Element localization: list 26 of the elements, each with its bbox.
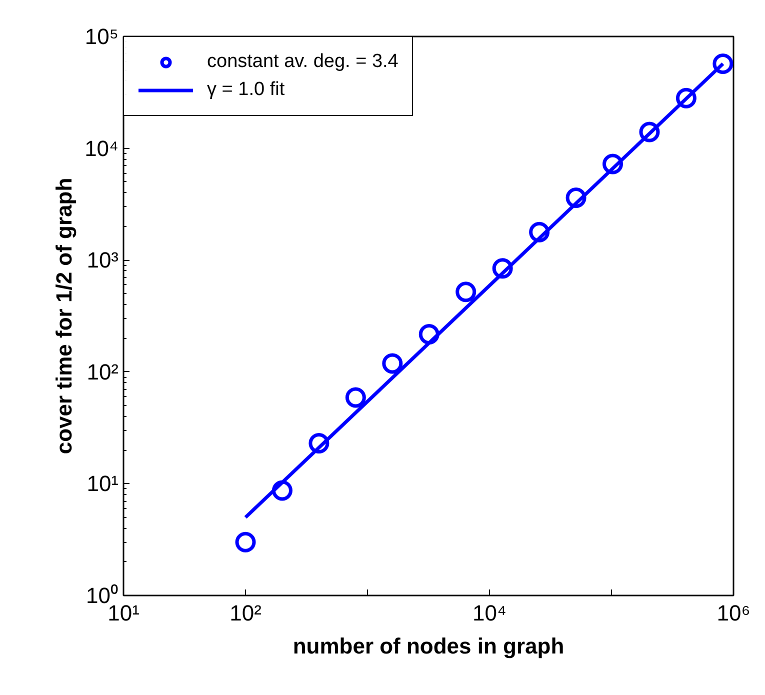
y-axis-title: cover time for 1/2 of graph bbox=[52, 178, 77, 454]
y-tick-label: 10³ bbox=[86, 248, 118, 273]
x-tick-label: 10⁴ bbox=[472, 600, 506, 626]
point bbox=[492, 258, 513, 279]
legend-label: constant av. deg. = 3.4 bbox=[207, 51, 398, 73]
x-axis-title: number of nodes in graph bbox=[292, 634, 564, 658]
point bbox=[566, 188, 586, 208]
point bbox=[418, 324, 440, 345]
x-tick-label: 10² bbox=[230, 600, 262, 626]
point bbox=[602, 154, 624, 174]
legend-label: γ = 1.0 fit bbox=[207, 79, 285, 101]
y-tick-label: 10⁴ bbox=[84, 136, 119, 161]
y-tick-label: 10⁵ bbox=[84, 24, 119, 49]
y-tick-label: 10¹ bbox=[86, 471, 118, 496]
point bbox=[676, 88, 696, 108]
point bbox=[235, 532, 256, 552]
point bbox=[456, 282, 476, 302]
point bbox=[639, 122, 660, 142]
point bbox=[382, 353, 403, 374]
x-tick-label: 10⁶ bbox=[716, 600, 750, 626]
point bbox=[345, 387, 366, 408]
point bbox=[272, 480, 292, 501]
point bbox=[308, 433, 330, 454]
point bbox=[712, 53, 734, 74]
y-tick-label: 10² bbox=[86, 359, 118, 384]
point bbox=[529, 222, 550, 242]
